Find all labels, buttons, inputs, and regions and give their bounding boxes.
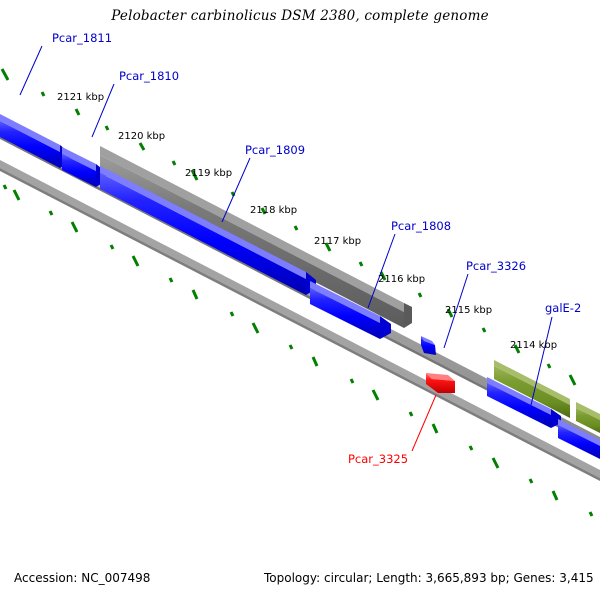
tick-label: 2117 kbp: [314, 236, 361, 247]
gene-galE-2-olive-top: [494, 360, 570, 405]
tick-label: 2121 kbp: [57, 92, 104, 103]
leader-Pcar_1811: [19, 45, 43, 96]
ruler-lower-ticks: [2, 184, 594, 517]
ruler-upper-ticks: [0, 68, 577, 386]
gene-galE-2-blue-top: [487, 377, 551, 415]
tick-label: 2120 kbp: [118, 131, 165, 142]
gene-label-Pcar_1809[interactable]: Pcar_1809: [245, 143, 305, 157]
ruler-tick-labels: 2121 kbp 2120 kbp 2119 kbp 2118 kbp 2117…: [57, 92, 557, 351]
gene-Pcar_1811-body: [0, 121, 60, 168]
gene-name-labels[interactable]: Pcar_1811 Pcar_1810 Pcar_1809 Pcar_1808 …: [52, 31, 581, 466]
backbone-lower-rail: [0, 160, 600, 478]
leader-Pcar_1810: [91, 83, 115, 138]
gene-right-blue[interactable]: [558, 419, 600, 459]
gene-right-olive-body: [576, 408, 600, 433]
gene-Pcar_1811-top: [0, 114, 60, 152]
page-title: Pelobacter carbinolicus DSM 2380, comple…: [111, 8, 489, 24]
gene-Pcar_3326-body: [421, 336, 436, 355]
operon-band-1809-1808[interactable]: [100, 146, 412, 328]
gene-label-Pcar_1810[interactable]: Pcar_1810: [119, 69, 179, 83]
genome-summary-text: Topology: circular; Length: 3,665,893 bp…: [264, 571, 594, 585]
gene-label-Pcar_1811[interactable]: Pcar_1811: [52, 31, 112, 45]
forward-gene-track[interactable]: [0, 114, 600, 459]
gene-Pcar_1808-body: [310, 288, 380, 339]
tick-label: 2116 kbp: [378, 274, 425, 285]
leader-Pcar_3326: [443, 273, 469, 349]
label-leader-lines: [19, 45, 553, 452]
gene-Pcar_1810-top: [62, 147, 96, 171]
gene-Pcar_1808-top: [310, 281, 380, 323]
leader-Pcar_3325: [411, 394, 437, 452]
leader-Pcar_1809: [221, 157, 251, 223]
tick-label: 2118 kbp: [250, 205, 297, 216]
operon-band-body: [100, 155, 404, 328]
gene-Pcar_3325-body: [426, 373, 455, 393]
gene-right-olive-top: [576, 402, 600, 420]
operon-band-top: [100, 146, 404, 312]
gene-galE-2-blue-body: [487, 383, 551, 428]
gene-right-blue-body: [558, 425, 600, 459]
gene-right-blue-top: [558, 419, 600, 446]
gene-Pcar_1809-top: [100, 166, 306, 279]
tick-label: 2115 kbp: [445, 305, 492, 316]
gene-label-Pcar_1808[interactable]: Pcar_1808: [391, 219, 451, 233]
tick-label: 2119 kbp: [185, 168, 232, 179]
gene-Pcar_1809-body: [100, 173, 306, 295]
leader-galE-2: [530, 316, 553, 406]
gene-galE-2-olive[interactable]: [494, 360, 570, 418]
gene-Pcar_3326-top: [421, 336, 435, 345]
gene-Pcar_1808-arrowhead: [380, 316, 391, 339]
accession-text: Accession: NC_007498: [14, 571, 151, 585]
gene-label-Pcar_3325[interactable]: Pcar_3325: [348, 452, 408, 466]
backbone-lower-rail-shadow: [0, 168, 600, 481]
gene-Pcar_3325[interactable]: [426, 373, 455, 393]
gene-label-galE-2[interactable]: galE-2: [545, 301, 581, 315]
operon-band-end-cap: [404, 303, 412, 328]
gene-right-olive[interactable]: [576, 402, 600, 433]
gene-Pcar_3326[interactable]: [421, 336, 436, 355]
gene-Pcar_3325-top: [426, 373, 455, 381]
tick-label: 2114 kbp: [510, 340, 557, 351]
gene-Pcar_1810[interactable]: [62, 147, 106, 187]
leader-Pcar_1808: [367, 233, 396, 309]
gene-galE-2-olive-body: [494, 366, 570, 418]
gene-Pcar_1810-body: [62, 154, 96, 187]
gene-label-Pcar_3326[interactable]: Pcar_3326: [466, 259, 526, 273]
gene-Pcar_1811[interactable]: [0, 114, 70, 168]
gene-Pcar_1808[interactable]: [310, 281, 391, 339]
